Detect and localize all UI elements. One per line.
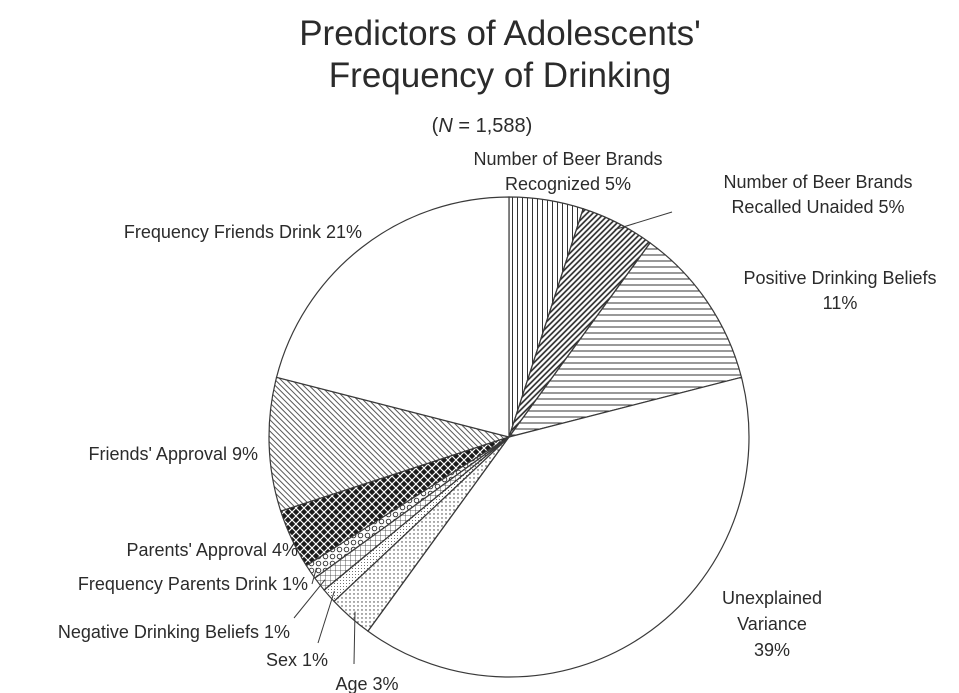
slice-label-number-of-beer-brands-recognized: Number of Beer Brands Recognized 5%	[473, 149, 662, 194]
pie-slice-positive-drinking-beliefs	[507, 242, 743, 438]
pie-slice-unexplained-variance	[367, 376, 750, 678]
slice-label-number-of-beer-brands-recalled-unaided: Number of Beer Brands Recalled Unaided 5%	[723, 172, 912, 217]
leader-line-age	[353, 611, 356, 665]
chart-title-line-2: Frequency of Drinking	[329, 56, 671, 95]
pie-slices	[268, 196, 750, 678]
chart-subtitle: (N = 1,588)	[432, 115, 533, 137]
slice-label-frequency-friends-drink: Frequency Friends Drink 21%	[124, 222, 362, 242]
chart-title-line-1: Predictors of Adolescents'	[299, 14, 701, 53]
leader-line-frequency-parents-drink	[311, 567, 317, 585]
pie-slice-friends-approval	[268, 376, 512, 512]
slice-labels: Number of Beer Brands Recognized 5% Number…	[58, 149, 937, 693]
slice-label-parents-approval: Parents' Approval 4%	[126, 540, 298, 560]
leader-line-number-of-beer-brands-recalled-unaided	[614, 211, 673, 231]
slice-label-positive-drinking-beliefs: Positive Drinking Beliefs 11%	[743, 268, 936, 313]
leader-line-sex	[317, 590, 335, 644]
slice-label-unexplained-variance: Unexplained Variance 39%	[722, 588, 822, 660]
slice-label-friends-approval: Friends' Approval 9%	[88, 444, 258, 464]
slice-label-frequency-parents-drink: Frequency Parents Drink 1%	[78, 574, 308, 594]
pie-slice-frequency-friends-drink	[275, 196, 510, 438]
slice-label-sex: Sex 1%	[266, 650, 328, 670]
slice-label-negative-drinking-beliefs: Negative Drinking Beliefs 1%	[58, 622, 290, 642]
leader-lines	[293, 211, 673, 665]
slice-label-age: Age 3%	[335, 674, 398, 693]
leader-line-negative-drinking-beliefs	[293, 579, 326, 619]
